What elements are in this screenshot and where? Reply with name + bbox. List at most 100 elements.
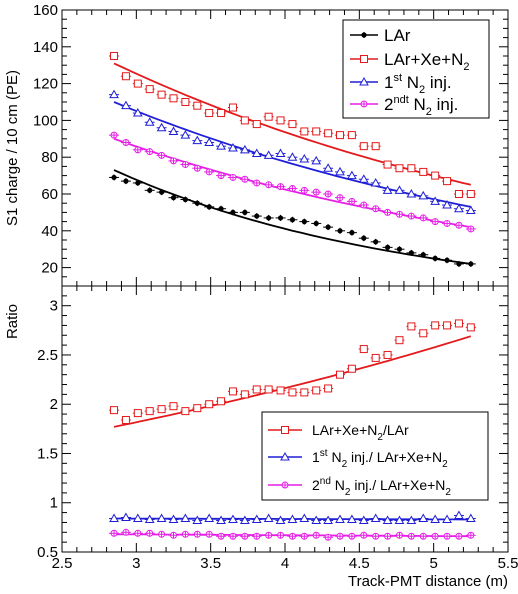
data-point bbox=[216, 141, 227, 150]
data-point bbox=[358, 531, 369, 539]
legend-entry: 2nd N2 inj./ LAr+Xe+N2 bbox=[312, 476, 451, 498]
data-point bbox=[323, 129, 334, 138]
data-point bbox=[168, 402, 179, 411]
data-point bbox=[120, 528, 131, 536]
legend-entry: 1st N2 inj. bbox=[384, 72, 452, 96]
data-point bbox=[227, 387, 238, 396]
data-point bbox=[180, 98, 191, 106]
data-point bbox=[132, 409, 143, 418]
data-point bbox=[465, 205, 476, 215]
data-point bbox=[442, 200, 453, 209]
data-point bbox=[453, 260, 464, 267]
data-point bbox=[335, 227, 346, 234]
data-point bbox=[311, 515, 322, 524]
data-point bbox=[132, 529, 143, 537]
data-point bbox=[263, 214, 274, 221]
data-point bbox=[287, 388, 298, 397]
data-point bbox=[287, 184, 298, 192]
legend-entry: LAr+Xe+N2/LAr bbox=[312, 422, 409, 443]
data-point bbox=[465, 225, 476, 233]
y-tick-label: 20 bbox=[41, 260, 58, 277]
y-tick-label: 120 bbox=[33, 76, 58, 93]
data-point bbox=[442, 177, 453, 186]
data-point bbox=[465, 531, 476, 539]
legend-marker bbox=[359, 76, 369, 86]
data-point bbox=[192, 164, 203, 172]
data-point bbox=[370, 353, 381, 362]
data-point bbox=[132, 108, 143, 117]
data-point bbox=[168, 514, 179, 523]
data-point bbox=[311, 127, 322, 136]
y-tick-label: 140 bbox=[33, 39, 58, 56]
y-tick-label: 3 bbox=[50, 298, 58, 315]
data-point bbox=[358, 174, 369, 183]
data-point bbox=[227, 532, 238, 540]
data-point bbox=[109, 513, 120, 523]
data-point bbox=[442, 219, 453, 227]
data-point bbox=[120, 178, 131, 185]
data-point bbox=[156, 189, 167, 196]
data-point bbox=[335, 166, 346, 176]
data-point bbox=[251, 148, 262, 158]
data-point bbox=[239, 175, 250, 183]
data-point bbox=[287, 216, 298, 223]
data-point bbox=[120, 512, 131, 522]
data-point bbox=[168, 94, 179, 103]
data-point bbox=[418, 190, 429, 200]
data-point bbox=[109, 406, 120, 415]
y-tick-label: 1.5 bbox=[37, 445, 58, 462]
top-panel: 20 40 60 80 100 120 140 160 S1 charge / 10 cm (… bbox=[4, 2, 509, 287]
data-point bbox=[204, 109, 215, 118]
data-point bbox=[192, 515, 203, 524]
x-tick-label: 3.5 bbox=[200, 555, 221, 572]
data-point bbox=[323, 224, 334, 231]
data-point bbox=[251, 514, 262, 523]
data-point bbox=[418, 214, 429, 222]
data-point bbox=[394, 515, 405, 524]
data-point bbox=[132, 79, 143, 88]
y-tick-label: 0.5 bbox=[37, 544, 58, 561]
data-point bbox=[299, 154, 310, 163]
data-point bbox=[263, 513, 274, 523]
data-point bbox=[453, 190, 464, 198]
data-point bbox=[120, 72, 131, 81]
data-point bbox=[216, 397, 227, 406]
data-point bbox=[394, 185, 405, 194]
data-point bbox=[418, 513, 429, 523]
x-axis-label: Track-PMT distance (m) bbox=[348, 573, 508, 590]
data-point bbox=[311, 531, 322, 539]
data-point bbox=[406, 164, 417, 173]
data-point bbox=[156, 151, 167, 159]
data-point bbox=[299, 532, 310, 540]
data-point bbox=[453, 510, 464, 520]
bottom-y-axis-label: Ratio bbox=[4, 304, 21, 339]
data-point bbox=[465, 260, 476, 267]
data-point bbox=[382, 185, 393, 194]
x-tick-label: 3 bbox=[132, 555, 140, 572]
data-point bbox=[204, 513, 215, 523]
data-point bbox=[227, 173, 238, 181]
data-point bbox=[180, 161, 191, 169]
data-point bbox=[335, 514, 346, 523]
fit-line bbox=[113, 335, 472, 428]
data-point bbox=[275, 386, 286, 395]
data-point bbox=[275, 531, 286, 539]
data-point bbox=[275, 214, 286, 221]
data-point bbox=[263, 112, 274, 121]
data-point bbox=[382, 160, 393, 169]
data-point bbox=[430, 321, 441, 330]
data-point bbox=[192, 530, 203, 538]
data-point bbox=[168, 531, 179, 539]
data-point bbox=[358, 235, 369, 242]
data-point bbox=[323, 384, 334, 393]
data-point bbox=[430, 196, 441, 205]
legend-entry: 2ndt N2 inj. bbox=[384, 94, 458, 118]
data-point bbox=[263, 385, 274, 394]
data-point bbox=[358, 142, 369, 151]
data-point bbox=[406, 212, 417, 220]
x-tick-label: 5.5 bbox=[498, 555, 518, 572]
y-tick-label: 160 bbox=[33, 2, 58, 19]
data-point bbox=[239, 209, 250, 216]
data-point bbox=[382, 244, 393, 251]
